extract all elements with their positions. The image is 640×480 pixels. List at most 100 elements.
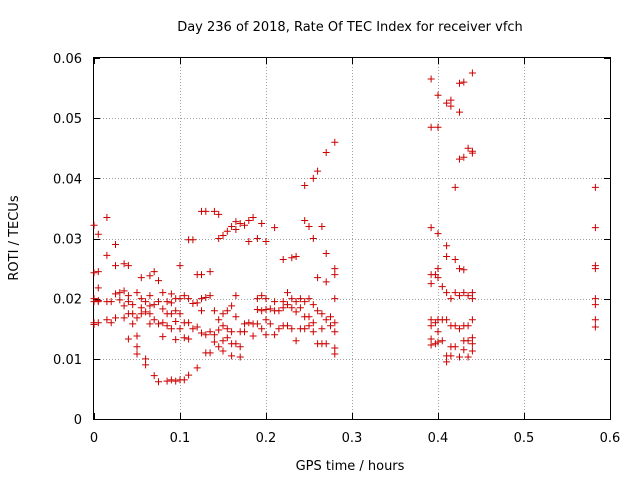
data-point-marker <box>180 376 188 384</box>
data-point-marker <box>232 218 240 226</box>
data-point-marker <box>159 289 167 297</box>
data-point-marker <box>245 238 253 246</box>
data-point-marker <box>202 293 210 301</box>
data-point-marker <box>142 308 150 316</box>
data-point-marker <box>120 260 128 268</box>
data-point-marker <box>198 271 205 279</box>
data-point-marker <box>266 320 274 328</box>
data-point-marker <box>219 322 227 330</box>
data-point-marker <box>301 182 309 190</box>
data-point-marker <box>142 355 150 363</box>
data-point-marker <box>137 304 145 312</box>
data-point-marker <box>279 298 287 306</box>
data-point-marker <box>146 272 154 280</box>
data-point-marker <box>215 316 223 324</box>
data-point-marker <box>215 235 223 242</box>
data-point-marker <box>292 337 300 345</box>
data-point-marker <box>460 289 468 297</box>
data-point-marker <box>427 335 435 343</box>
data-point-marker <box>133 350 141 358</box>
data-point-marker <box>451 183 459 191</box>
data-point-marker <box>120 314 128 322</box>
data-point-marker <box>124 292 132 300</box>
data-point-marker <box>228 302 236 310</box>
data-point-marker <box>103 213 111 221</box>
data-point-marker <box>468 334 476 342</box>
data-point-marker <box>172 336 180 344</box>
data-point-marker <box>215 343 223 351</box>
data-point-marker <box>150 372 158 380</box>
data-point-marker <box>451 256 459 264</box>
data-point-marker <box>253 235 261 242</box>
data-point-marker <box>94 268 102 276</box>
y-tick-label: 0.05 <box>53 112 82 127</box>
data-point-marker <box>253 320 261 328</box>
data-point-marker <box>271 331 279 339</box>
data-point-marker <box>159 333 167 341</box>
data-point-marker <box>309 235 317 242</box>
data-point-marker <box>258 292 266 300</box>
data-point-marker <box>150 301 158 309</box>
data-point-marker <box>232 225 240 233</box>
data-point-marker <box>90 269 98 277</box>
data-point-marker <box>245 319 253 327</box>
data-point-marker <box>258 325 266 333</box>
data-point-marker <box>427 75 435 83</box>
data-point-marker <box>223 334 231 342</box>
data-point-marker <box>133 332 141 340</box>
data-point-marker <box>305 322 313 330</box>
data-point-marker <box>120 287 128 295</box>
y-axis-label: ROTI / TECUs <box>7 195 22 280</box>
data-point-marker <box>460 346 468 354</box>
data-point-marker <box>284 322 291 330</box>
data-point-marker <box>443 316 451 324</box>
data-point-marker <box>189 325 197 333</box>
data-point-marker <box>309 328 317 336</box>
data-point-marker <box>94 298 102 306</box>
data-point-marker <box>129 301 137 309</box>
data-point-marker <box>124 335 132 343</box>
y-tick-label: 0.04 <box>53 172 82 187</box>
data-point-marker <box>314 167 322 175</box>
data-point-marker <box>464 292 472 300</box>
data-point-marker <box>305 222 313 230</box>
grid-lines <box>94 58 610 419</box>
data-point-marker <box>464 144 472 152</box>
data-point-marker <box>210 307 218 315</box>
data-point-marker <box>327 322 334 330</box>
data-point-marker <box>305 295 313 303</box>
data-point-marker <box>464 322 472 330</box>
x-tick-label: 0.4 <box>428 431 449 446</box>
data-point-marker <box>331 295 339 303</box>
data-point-marker <box>427 280 435 288</box>
data-point-marker <box>193 323 201 331</box>
data-point-marker <box>460 153 468 161</box>
data-point-marker <box>468 289 476 297</box>
y-tick-label: 0 <box>74 413 82 428</box>
data-point-marker <box>438 337 446 345</box>
data-point-marker <box>193 299 201 307</box>
data-point-marker <box>591 265 599 273</box>
data-point-marker <box>468 295 476 303</box>
data-point-marker <box>116 289 124 297</box>
data-point-marker <box>301 216 309 224</box>
data-point-marker <box>258 219 266 227</box>
data-point-marker <box>253 295 261 303</box>
data-point-marker <box>124 262 132 270</box>
data-point-marker <box>456 353 463 361</box>
data-point-marker <box>322 250 330 258</box>
data-point-marker <box>90 221 98 229</box>
data-point-marker <box>427 341 435 349</box>
data-point-marker <box>322 278 330 286</box>
data-point-marker <box>284 289 291 297</box>
data-point-marker <box>94 319 102 327</box>
data-point-marker <box>314 307 322 315</box>
data-point-marker <box>185 335 193 343</box>
data-point-marker <box>142 298 150 306</box>
data-point-marker <box>447 96 455 104</box>
data-point-marker <box>189 299 197 307</box>
data-point-marker <box>236 219 244 227</box>
x-tick-label: 0.3 <box>342 431 363 446</box>
data-point-marker <box>434 230 442 238</box>
x-axis-label: GPS time / hours <box>296 459 405 474</box>
